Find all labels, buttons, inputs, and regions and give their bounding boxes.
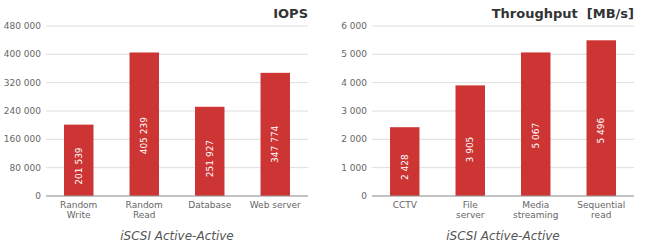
data-label: 347 774 bbox=[270, 125, 280, 162]
data-label: 251 927 bbox=[205, 140, 215, 177]
bar bbox=[390, 127, 419, 196]
x-axis-line bbox=[46, 196, 308, 197]
figure: 0 80 000 160 000 240 000 320 000 400 000 480 0… bbox=[0, 0, 652, 250]
y-tick-label: 240 000 bbox=[4, 106, 41, 116]
grid-line bbox=[372, 196, 634, 197]
data-label: 3 905 bbox=[465, 137, 475, 163]
x-tick-label: Database bbox=[188, 200, 231, 210]
y-tick-label: 160 000 bbox=[4, 134, 41, 144]
x-axis-line bbox=[372, 196, 634, 197]
y-tick-label: 2 000 bbox=[341, 134, 367, 144]
bars bbox=[64, 52, 290, 196]
data-label: 201 539 bbox=[74, 147, 84, 184]
x-axis-label: iSCSI Active-Active bbox=[120, 229, 234, 243]
y-tick-label: 320 000 bbox=[4, 78, 41, 88]
data-label: 405 239 bbox=[139, 117, 149, 154]
bar bbox=[64, 125, 93, 196]
y-tick-label: 3 000 bbox=[341, 106, 367, 116]
y-tick-label: 0 bbox=[35, 191, 41, 201]
y-tick-label: 1 000 bbox=[341, 163, 367, 173]
y-tick-label: 480 000 bbox=[4, 21, 41, 31]
x-tick-label: Mediastreaming bbox=[513, 200, 558, 220]
x-tick-label: Web server bbox=[250, 200, 301, 210]
data-label: 5 067 bbox=[531, 123, 541, 149]
grid-line bbox=[372, 26, 634, 27]
bar bbox=[587, 40, 616, 196]
title: Throughput [MB/s] bbox=[492, 6, 634, 21]
bars bbox=[390, 40, 616, 196]
bar bbox=[261, 73, 290, 196]
y-tick-label: 6 000 bbox=[341, 21, 367, 31]
x-tick-label: Sequentialread bbox=[577, 200, 625, 220]
grid-line bbox=[46, 54, 308, 55]
data-label: 2 428 bbox=[400, 154, 410, 180]
x-tick-label: CCTV bbox=[393, 200, 418, 210]
grid-line bbox=[46, 196, 308, 197]
x-tick-label: Fileserver bbox=[456, 200, 485, 220]
y-tick-label: 4 000 bbox=[341, 78, 367, 88]
bar bbox=[456, 85, 485, 196]
x-tick-label: RandomWrite bbox=[60, 200, 97, 220]
x-axis-label: iSCSI Active-Active bbox=[446, 229, 560, 243]
panel: 0 80 000 160 000 240 000 320 000 400 000 480 0… bbox=[4, 6, 308, 243]
y-tick-label: 400 000 bbox=[4, 49, 41, 59]
bar bbox=[521, 52, 550, 196]
data-label: 5 496 bbox=[596, 117, 606, 143]
grid-line bbox=[46, 26, 308, 27]
title: IOPS bbox=[273, 6, 308, 21]
y-tick-label: 0 bbox=[361, 191, 367, 201]
panel: 0 1 000 2 000 3 000 4 000 5 000 6 000 2 428 3 90… bbox=[341, 6, 634, 243]
bar bbox=[195, 107, 224, 196]
x-tick-label: RandomRead bbox=[126, 200, 163, 220]
bar bbox=[130, 52, 159, 196]
y-tick-label: 80 000 bbox=[10, 163, 42, 173]
y-tick-label: 5 000 bbox=[341, 49, 367, 59]
